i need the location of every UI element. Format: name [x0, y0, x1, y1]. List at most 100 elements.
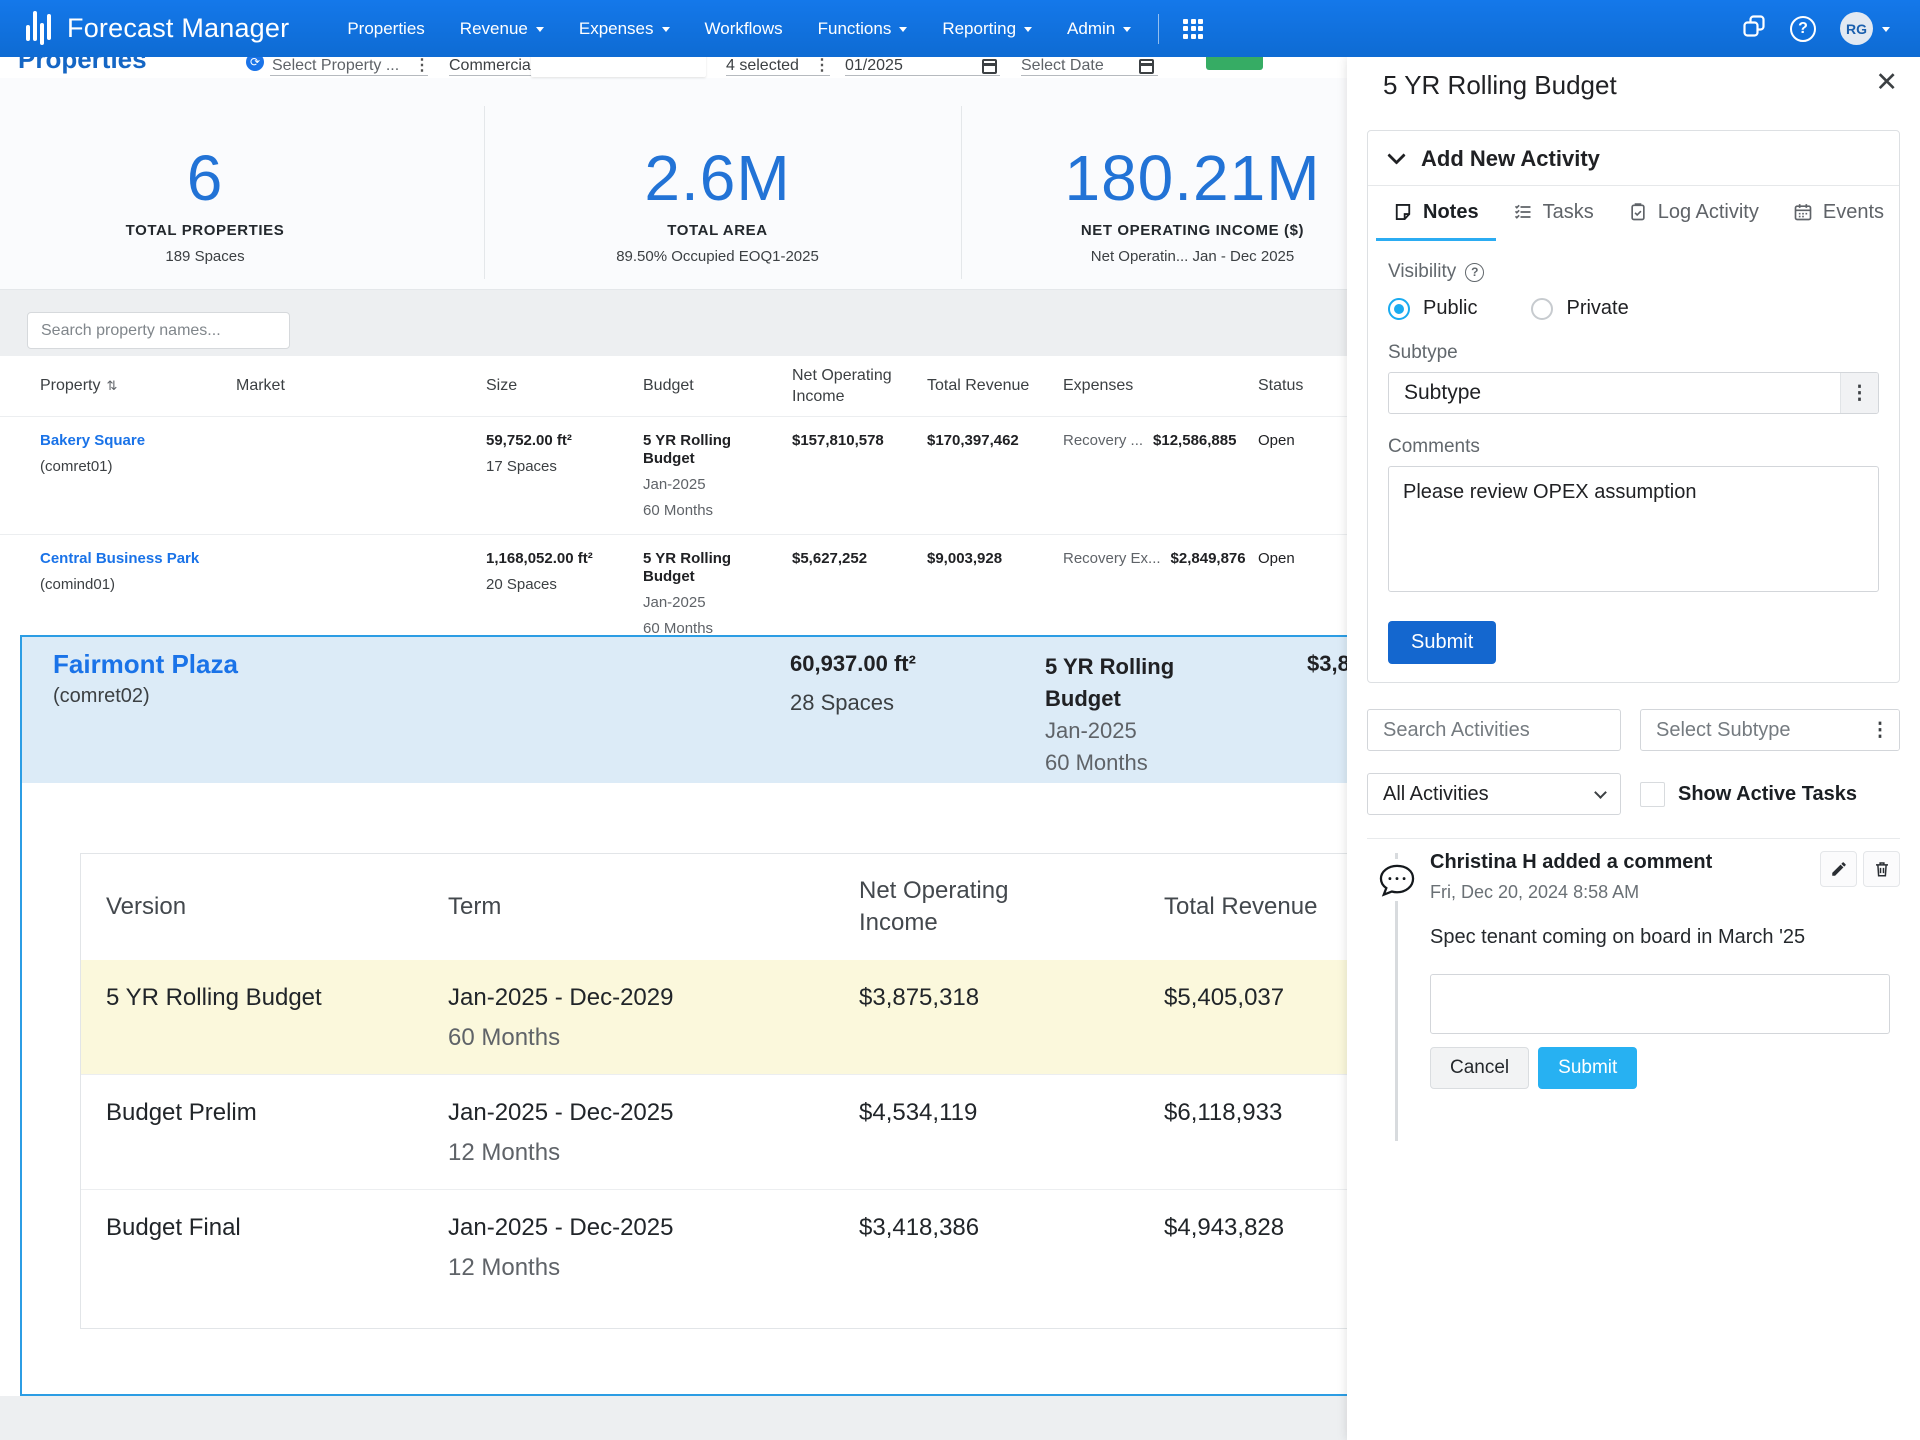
- spaces-cell: 17 Spaces: [486, 458, 557, 475]
- calendar-icon[interactable]: [1139, 59, 1154, 74]
- col-version: Version: [106, 893, 187, 920]
- budget-start: Jan-2025: [1045, 718, 1137, 743]
- activity-panel: 5 YR Rolling Budget ✕ Add New Activity N…: [1347, 57, 1920, 1440]
- version-cell: Budget Final: [106, 1214, 241, 1241]
- col-total-revenue: Total Revenue: [1164, 893, 1318, 920]
- show-active-tasks[interactable]: Show Active Tasks: [1640, 781, 1857, 807]
- add-activity-header[interactable]: Add New Activity: [1368, 131, 1899, 186]
- version-cell: 5 YR Rolling Budget: [106, 984, 322, 1011]
- budget-start: Jan-2025: [643, 476, 706, 493]
- kebab-icon[interactable]: ⋮: [814, 57, 830, 74]
- selected-count-filter[interactable]: 4 selected: [726, 57, 799, 74]
- underline: [845, 75, 1000, 76]
- reply-textarea[interactable]: [1430, 974, 1890, 1034]
- budget-version: 5 YR Rolling Budget: [643, 432, 732, 467]
- col-total-revenue: Total Revenue: [927, 377, 1030, 394]
- stat-sub: 89.50% Occupied EOQ1-2025: [616, 248, 819, 265]
- kebab-icon[interactable]: ⋮: [414, 57, 430, 74]
- activities-filter-select[interactable]: All Activities: [1367, 773, 1621, 815]
- nav-item-reporting[interactable]: Reporting: [942, 19, 1033, 39]
- top-nav: Forecast Manager Properties Revenue Expe…: [0, 0, 1920, 57]
- caret-down-icon: [1123, 26, 1132, 36]
- underline: [270, 75, 428, 76]
- timeline-line: [1395, 853, 1398, 1141]
- stat-value: 180.21M: [1064, 142, 1321, 214]
- budget-start: Jan-2025: [643, 594, 706, 611]
- date-filter[interactable]: Select Date: [1021, 57, 1104, 74]
- property-link[interactable]: Fairmont Plaza: [53, 649, 238, 679]
- apply-button[interactable]: [1206, 57, 1263, 70]
- expense-label: Recovery Ex...: [1063, 550, 1161, 567]
- windows-icon[interactable]: [1742, 14, 1766, 43]
- submit-button[interactable]: Submit: [1388, 621, 1497, 664]
- calendar-icon[interactable]: [982, 59, 997, 74]
- nav-divider: [1158, 13, 1160, 44]
- radio-public[interactable]: Public: [1388, 297, 1477, 320]
- nav-item-functions[interactable]: Functions: [818, 19, 908, 39]
- note-icon: [1395, 204, 1411, 220]
- calendar-icon: [1794, 204, 1812, 221]
- table-row[interactable]: Central Business Park (comind01) 1,168,0…: [0, 534, 1920, 652]
- avatar: RG: [1840, 12, 1873, 45]
- tab-log-activity[interactable]: Log Activity: [1611, 186, 1776, 241]
- period-input[interactable]: 01/2025: [845, 57, 903, 74]
- comment-body: Spec tenant coming on board in March '25: [1430, 926, 1806, 948]
- radio-icon: [1531, 297, 1554, 320]
- search-activities-input[interactable]: [1367, 709, 1621, 751]
- checkbox[interactable]: [1640, 781, 1665, 807]
- search-input[interactable]: [27, 312, 290, 349]
- underline: [726, 75, 830, 76]
- radio-private[interactable]: Private: [1531, 297, 1629, 320]
- radio-selected-icon: [1388, 297, 1410, 320]
- tab-notes[interactable]: Notes: [1376, 186, 1496, 241]
- property-link[interactable]: Central Business Park: [40, 550, 200, 567]
- select-subtype-filter[interactable]: Select Subtype ⋮: [1640, 709, 1900, 751]
- cancel-button[interactable]: Cancel: [1430, 1047, 1530, 1089]
- noi-cell: $157,810,578: [792, 432, 884, 449]
- nav-item-revenue[interactable]: Revenue: [460, 19, 544, 39]
- col-property[interactable]: Property ⇅: [40, 377, 118, 394]
- tab-events[interactable]: Events: [1776, 186, 1901, 241]
- comments-textarea[interactable]: Please review OPEX assumption: [1388, 466, 1879, 592]
- nav-item-expenses[interactable]: Expenses: [579, 19, 670, 39]
- spaces-cell: 28 Spaces: [790, 690, 894, 715]
- col-market: Market: [236, 377, 285, 394]
- stat-net-operating-income: 180.21M NET OPERATING INCOME ($) Net Ope…: [965, 78, 1420, 265]
- revenue-cell: $6,118,933: [1164, 1099, 1283, 1126]
- edit-button[interactable]: [1820, 851, 1857, 887]
- version-row[interactable]: Budget Prelim Jan-2025 - Dec-2025 12 Mon…: [81, 1074, 1629, 1189]
- nav-item-properties[interactable]: Properties: [347, 18, 425, 38]
- version-row[interactable]: Budget Final Jan-2025 - Dec-2025 12 Mont…: [81, 1189, 1629, 1304]
- refresh-icon[interactable]: ⟳: [246, 53, 264, 71]
- sort-icon[interactable]: ⇅: [106, 378, 118, 393]
- clipboard-icon: [1631, 203, 1645, 221]
- subtype-select[interactable]: Subtype ⋮: [1388, 372, 1879, 414]
- budget-version: 5 YR Rolling Budget: [643, 550, 732, 585]
- tab-tasks[interactable]: Tasks: [1496, 186, 1611, 241]
- help-icon[interactable]: ?: [1790, 15, 1816, 42]
- budget-term: 60 Months: [643, 620, 714, 637]
- noi-cell: $3,418,386: [859, 1214, 980, 1241]
- add-activity-card: Add New Activity Notes Tasks Log Activit…: [1367, 130, 1900, 683]
- kebab-icon[interactable]: ⋮: [1840, 373, 1878, 413]
- property-code: (comind01): [40, 576, 116, 593]
- apps-grid-icon[interactable]: [1183, 18, 1204, 39]
- task-list-icon: [1514, 204, 1531, 219]
- reply-submit-button[interactable]: Submit: [1538, 1047, 1638, 1089]
- user-menu[interactable]: RG: [1840, 12, 1890, 45]
- delete-button[interactable]: [1863, 851, 1900, 887]
- stat-label: TOTAL PROPERTIES: [125, 222, 285, 239]
- table-row[interactable]: Bakery Square (comret01) 59,752.00 ft² 1…: [0, 416, 1920, 534]
- nav-item-workflows[interactable]: Workflows: [704, 18, 783, 38]
- nav-item-admin[interactable]: Admin: [1067, 19, 1132, 39]
- stat-total-area: 2.6M TOTAL AREA 89.50% Occupied EOQ1-202…: [490, 78, 945, 265]
- help-icon[interactable]: ?: [1465, 262, 1485, 282]
- subtype-label: Subtype: [1388, 342, 1458, 363]
- property-link[interactable]: Bakery Square: [40, 432, 146, 449]
- close-icon[interactable]: ✕: [1875, 67, 1898, 97]
- term-cell: Jan-2025 - Dec-2025: [448, 1214, 674, 1241]
- col-term: Term: [448, 893, 502, 920]
- add-activity-label: Add New Activity: [1421, 146, 1600, 171]
- kebab-icon[interactable]: ⋮: [1861, 710, 1899, 750]
- property-filter[interactable]: Select Property ...: [272, 57, 400, 74]
